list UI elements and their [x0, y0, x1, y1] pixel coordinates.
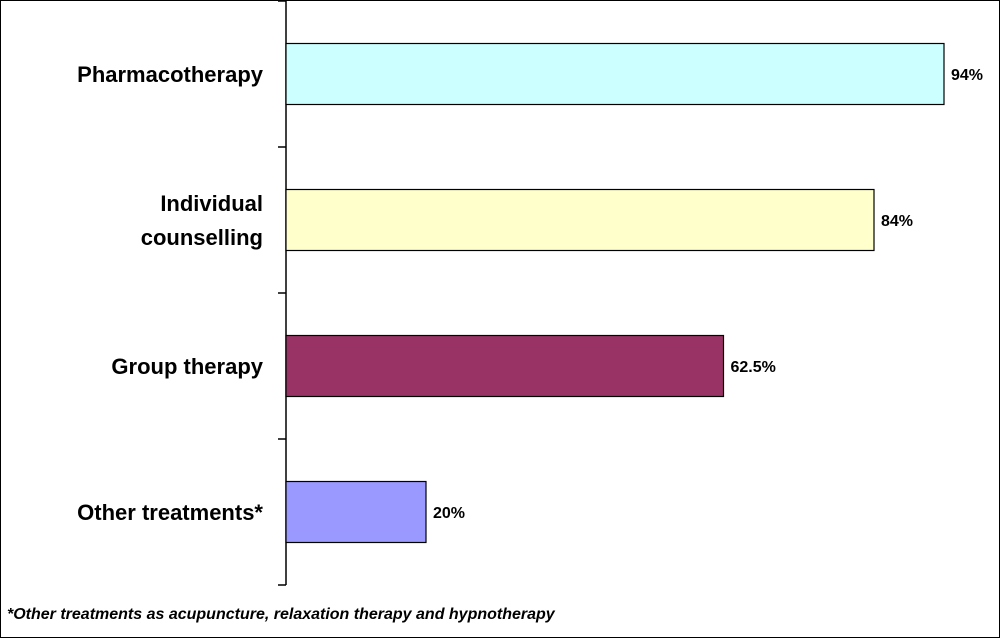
bar — [285, 334, 725, 398]
footnote: *Other treatments as acupuncture, relaxa… — [7, 606, 555, 623]
category-label: Other treatments* — [77, 500, 263, 525]
value-label: 20% — [433, 505, 465, 522]
bar — [285, 480, 427, 544]
bar — [285, 42, 945, 106]
category-label: Pharmacotherapy — [77, 62, 264, 87]
value-label: 94% — [951, 67, 983, 84]
category-label: Group therapy — [111, 354, 263, 379]
category-label: Individual — [160, 191, 263, 216]
category-label: counselling — [141, 225, 263, 250]
value-label: 62.5% — [731, 359, 776, 376]
bar — [285, 188, 875, 252]
value-label: 84% — [881, 213, 913, 230]
